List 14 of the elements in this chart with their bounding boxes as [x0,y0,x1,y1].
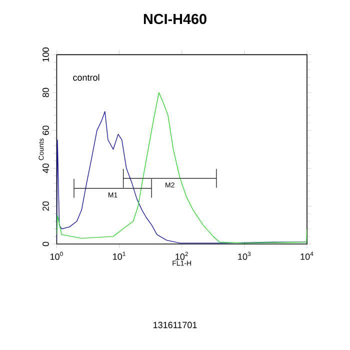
x-tick-label: 10$^{1}$ [113,252,126,260]
x-tick-label: 10$^{2}$ [176,252,188,260]
y-tick-label: 20 [42,201,49,211]
text: 131611701 [154,322,197,328]
annotation: control [73,74,100,81]
y-tick-label: 40 [42,164,49,174]
y-tick-label: 60 [42,126,49,135]
y-tick-label: 0 [42,242,49,246]
y-tick-label: 100 [42,48,49,62]
x-tick-label: 10$^{4}$ [300,252,314,260]
x-tick-label: 10$^{0}$ [50,252,63,260]
x-tick-label: 10$^{3}$ [238,252,251,260]
y-tick-label: 80 [42,88,49,98]
chart-title: NCI-H460 [144,14,206,24]
